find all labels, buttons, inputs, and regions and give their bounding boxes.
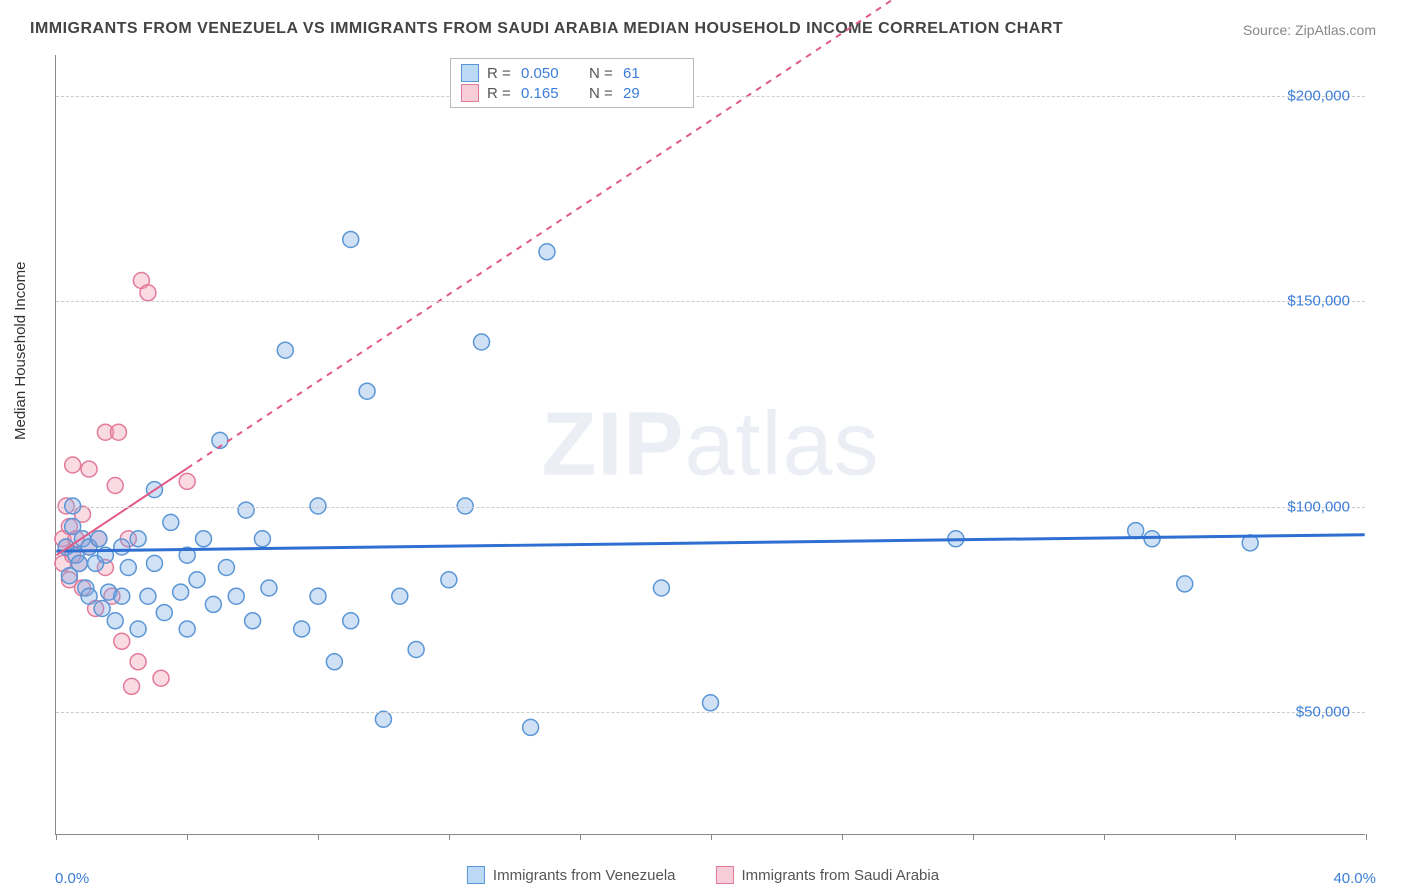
legend-swatch — [461, 64, 479, 82]
series-legend-item: Immigrants from Venezuela — [467, 866, 676, 884]
chart-title: IMMIGRANTS FROM VENEZUELA VS IMMIGRANTS … — [30, 20, 1063, 38]
scatter-point — [91, 531, 107, 547]
scatter-point — [653, 580, 669, 596]
scatter-point — [81, 588, 97, 604]
chart-svg — [56, 55, 1365, 834]
x-tick — [1104, 834, 1105, 840]
x-tick — [318, 834, 319, 840]
legend-swatch — [461, 84, 479, 102]
scatter-point — [94, 601, 110, 617]
scatter-point — [189, 572, 205, 588]
scatter-point — [65, 457, 81, 473]
x-tick — [187, 834, 188, 840]
scatter-point — [261, 580, 277, 596]
scatter-point — [140, 588, 156, 604]
scatter-point — [523, 719, 539, 735]
scatter-point — [441, 572, 457, 588]
x-tick — [973, 834, 974, 840]
y-tick-label: $100,000 — [1287, 498, 1350, 515]
y-axis-label: Median Household Income — [12, 262, 29, 440]
scatter-point — [539, 244, 555, 260]
x-tick — [1366, 834, 1367, 840]
legend-swatch — [716, 866, 734, 884]
scatter-point — [179, 621, 195, 637]
x-max-label: 40.0% — [1333, 870, 1376, 887]
gridline — [56, 712, 1365, 713]
scatter-point — [326, 654, 342, 670]
correlation-legend: R = 0.050 N = 61 R = 0.165 N = 29 — [450, 58, 694, 108]
scatter-point — [196, 531, 212, 547]
x-tick — [842, 834, 843, 840]
scatter-point — [156, 605, 172, 621]
scatter-point — [153, 670, 169, 686]
n-label: N = — [589, 85, 615, 102]
y-tick-label: $200,000 — [1287, 88, 1350, 105]
scatter-point — [163, 514, 179, 530]
scatter-point — [310, 588, 326, 604]
scatter-point — [107, 478, 123, 494]
series-name: Immigrants from Venezuela — [493, 867, 676, 884]
scatter-point — [254, 531, 270, 547]
scatter-point — [71, 555, 87, 571]
gridline — [56, 507, 1365, 508]
x-tick — [56, 834, 57, 840]
y-tick-label: $150,000 — [1287, 293, 1350, 310]
legend-swatch — [467, 866, 485, 884]
scatter-point — [474, 334, 490, 350]
x-tick — [711, 834, 712, 840]
r-value: 0.050 — [521, 65, 581, 82]
scatter-point — [173, 584, 189, 600]
scatter-point — [114, 633, 130, 649]
scatter-point — [392, 588, 408, 604]
source-attribution: Source: ZipAtlas.com — [1243, 22, 1376, 38]
scatter-point — [343, 232, 359, 248]
scatter-point — [120, 560, 136, 576]
x-tick — [580, 834, 581, 840]
r-value: 0.165 — [521, 85, 581, 102]
scatter-point — [179, 473, 195, 489]
series-name: Immigrants from Saudi Arabia — [742, 867, 940, 884]
scatter-point — [218, 560, 234, 576]
n-value: 61 — [623, 65, 683, 82]
scatter-point — [703, 695, 719, 711]
n-value: 29 — [623, 85, 683, 102]
scatter-point — [1177, 576, 1193, 592]
scatter-point — [130, 531, 146, 547]
scatter-point — [359, 383, 375, 399]
scatter-point — [228, 588, 244, 604]
scatter-point — [130, 621, 146, 637]
x-min-label: 0.0% — [55, 870, 89, 887]
correlation-legend-row: R = 0.050 N = 61 — [461, 63, 683, 83]
scatter-point — [408, 642, 424, 658]
scatter-point — [146, 555, 162, 571]
y-tick-label: $50,000 — [1296, 703, 1350, 720]
gridline — [56, 96, 1365, 97]
trend-line — [56, 535, 1364, 551]
series-legend: Immigrants from Venezuela Immigrants from… — [467, 866, 939, 884]
gridline — [56, 301, 1365, 302]
scatter-point — [110, 424, 126, 440]
series-legend-item: Immigrants from Saudi Arabia — [716, 866, 940, 884]
scatter-point — [343, 613, 359, 629]
scatter-point — [81, 461, 97, 477]
scatter-point — [245, 613, 261, 629]
x-tick — [1235, 834, 1236, 840]
plot-area: ZIPatlas $50,000$100,000$150,000$200,000 — [55, 55, 1365, 835]
scatter-point — [140, 285, 156, 301]
r-label: R = — [487, 85, 513, 102]
n-label: N = — [589, 65, 615, 82]
scatter-point — [294, 621, 310, 637]
scatter-point — [107, 613, 123, 629]
scatter-point — [205, 596, 221, 612]
scatter-point — [114, 588, 130, 604]
r-label: R = — [487, 65, 513, 82]
scatter-point — [130, 654, 146, 670]
scatter-point — [114, 539, 130, 555]
correlation-legend-row: R = 0.165 N = 29 — [461, 83, 683, 103]
scatter-point — [375, 711, 391, 727]
scatter-point — [124, 678, 140, 694]
scatter-point — [238, 502, 254, 518]
x-tick — [449, 834, 450, 840]
scatter-point — [277, 342, 293, 358]
